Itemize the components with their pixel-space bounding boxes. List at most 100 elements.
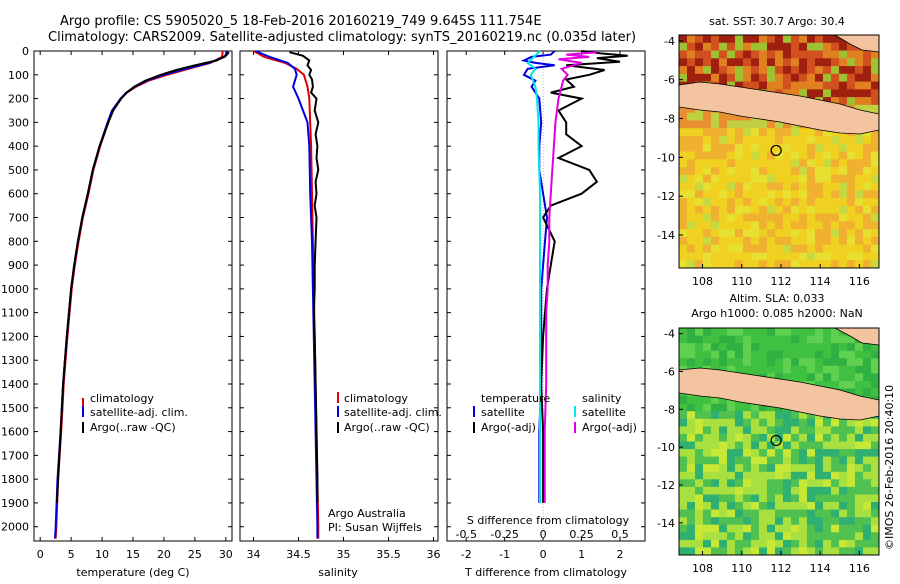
map-cell (783, 373, 792, 382)
map-cell (711, 471, 720, 480)
map-cell (735, 159, 744, 168)
map-cell (839, 229, 848, 238)
map-cell (743, 426, 752, 435)
map-cell (719, 539, 728, 549)
map-cell (775, 471, 784, 480)
sst-map: sat. SST: 30.7 Argo: 30.4 108 110 112 114 11… (657, 15, 880, 288)
map-cell (823, 539, 832, 549)
map-cell (871, 159, 879, 168)
map-cell (695, 50, 704, 59)
map-cell (719, 418, 728, 427)
map-cell (687, 441, 696, 450)
map-cell (767, 426, 776, 435)
map-cell (855, 81, 864, 90)
y-tick-label: 600 (8, 188, 29, 201)
map-cell (695, 205, 704, 215)
map-cell (815, 252, 824, 261)
map-cell (719, 502, 728, 511)
map-cell (727, 509, 736, 518)
map-cell (727, 328, 736, 337)
map-cell (799, 73, 808, 83)
map-cell (855, 229, 864, 238)
map-cell (751, 471, 760, 480)
map-cell (823, 50, 832, 59)
map-cell (783, 58, 792, 67)
map-cell (783, 335, 792, 344)
map-cell (727, 479, 736, 488)
map-cell (799, 464, 808, 473)
map-cell (711, 509, 720, 518)
map-cell (751, 190, 760, 199)
map-cell (871, 524, 879, 533)
map-cell (807, 66, 816, 75)
map-cell (711, 42, 720, 52)
map-cell (791, 182, 800, 191)
map-cell (679, 244, 688, 254)
map-cell (719, 350, 728, 359)
map-cell (703, 128, 712, 137)
map-cell (791, 205, 800, 215)
map-cell (759, 449, 768, 458)
map-cell (871, 205, 879, 215)
map-x-tick-label: 110 (731, 562, 752, 575)
map-cell (751, 426, 760, 435)
map-cell (815, 517, 824, 526)
map-cell (719, 252, 728, 261)
land-java (679, 81, 879, 135)
map-cell (775, 418, 784, 427)
map-cell (855, 449, 864, 458)
map-cell (767, 411, 776, 420)
map-cell (815, 213, 824, 222)
map-y-tick-label: -14 (657, 517, 675, 530)
map-cell (767, 335, 776, 344)
map-cell (847, 205, 856, 215)
map-cell (711, 547, 720, 555)
map-cell (855, 532, 864, 541)
x-tick-label: 5 (68, 548, 75, 561)
map-cell (839, 167, 848, 176)
map-cell (759, 205, 768, 215)
map-cell (767, 365, 776, 374)
map-cell (839, 449, 848, 458)
map-cell (703, 509, 712, 518)
s-tick-label: -0.25 (490, 528, 518, 541)
legend-temperature-title: temperature (481, 392, 550, 405)
map-x-tick-label: 114 (810, 562, 831, 575)
map-cell (759, 532, 768, 541)
map-cell (727, 411, 736, 420)
map-cell (767, 403, 776, 412)
map-cell (727, 350, 736, 359)
map-cell (855, 365, 864, 374)
s-difference-xlabel: S difference from climatology (467, 514, 630, 527)
map-cell (831, 151, 840, 160)
map-cell (871, 358, 879, 367)
map-cell (863, 252, 872, 261)
map-cell (711, 524, 720, 533)
map-cell (743, 418, 752, 427)
map-cell (783, 174, 792, 184)
map-cell (727, 456, 736, 465)
map-cell (791, 174, 800, 184)
map-cell (791, 81, 800, 90)
map-cell (775, 174, 784, 184)
map-cell (815, 89, 824, 98)
map-cell (855, 456, 864, 465)
map-cell (775, 120, 784, 129)
map-cell (839, 502, 848, 511)
map-cell (711, 350, 720, 359)
map-cell (799, 252, 808, 261)
map-cell (815, 136, 824, 145)
map-cell (687, 229, 696, 238)
map-cell (759, 456, 768, 465)
map-cell (743, 174, 752, 184)
map-cell (831, 539, 840, 549)
map-cell (831, 167, 840, 176)
map-cell (791, 479, 800, 488)
map-cell (847, 174, 856, 184)
map-cell (831, 335, 840, 344)
map-cell (727, 532, 736, 541)
map-cell (775, 252, 784, 261)
map-cell (687, 112, 696, 122)
map-cell (695, 358, 704, 367)
